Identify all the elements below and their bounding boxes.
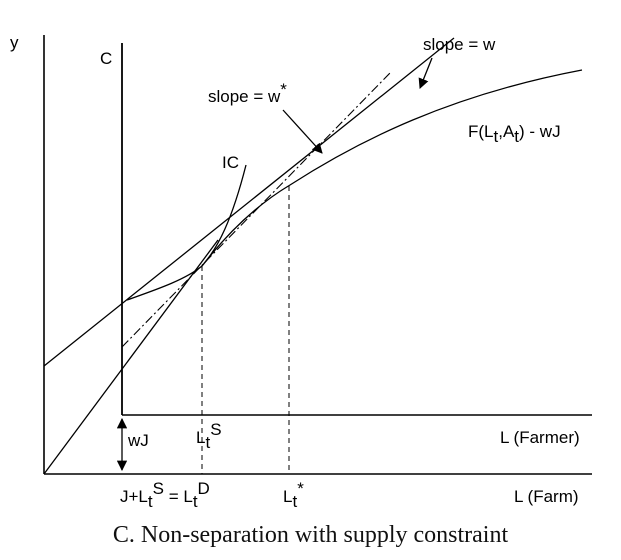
y-axis-label: y bbox=[10, 33, 19, 52]
ic-label: IC bbox=[222, 153, 239, 172]
production-curve bbox=[201, 69, 583, 267]
slope-w-star-pointer bbox=[282, 109, 323, 154]
slope-w-line bbox=[43, 37, 455, 367]
slope-w-pointer bbox=[418, 57, 433, 89]
figure-caption: C. Non-separation with supply constraint bbox=[112, 522, 509, 548]
ltstar-label: Lt* bbox=[283, 479, 304, 511]
x-axis-farmer-label: L (Farmer) bbox=[500, 428, 580, 447]
production-function-label: F(Lt,At) - wJ bbox=[468, 122, 561, 146]
lts-label: LtS bbox=[196, 420, 222, 452]
wj-label: wJ bbox=[127, 431, 149, 450]
slope-w-star-label: slope = w* bbox=[208, 80, 287, 106]
bottom-equation-label: J+LtS = LtD bbox=[120, 479, 210, 511]
budget-line-from-origin bbox=[43, 239, 219, 475]
x-axis-farm-label: L (Farm) bbox=[514, 487, 579, 506]
indifference-curve bbox=[126, 164, 247, 301]
c-line-label: C bbox=[100, 49, 112, 68]
slope-w-label: slope = w bbox=[423, 35, 496, 54]
